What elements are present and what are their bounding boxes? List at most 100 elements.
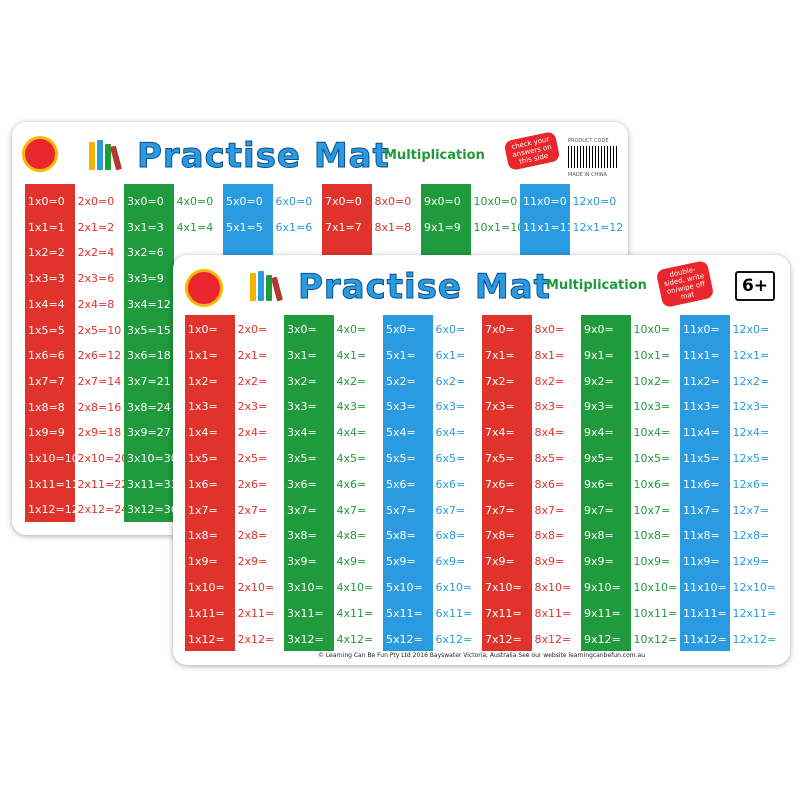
equation: 7x1=7 [325,220,362,234]
equation: 2x1=2 [77,220,115,234]
equation: 10x3= [633,400,671,414]
equation: 9x9= [584,555,614,569]
equation: 10x6= [633,477,671,491]
equation: 1x5=5 [28,323,65,337]
equation: 6x12= [435,632,473,646]
equation: 6x7= [435,503,466,517]
equation: 1x3= [188,400,218,414]
equation: 5x0=0 [226,195,263,208]
equation: 7x9= [485,555,515,569]
equation: 1x6= [188,477,218,491]
equation: 2x4=8 [77,297,115,311]
equation: 11x0=0 [523,195,567,208]
books [248,269,288,303]
equation: 2x3= [237,400,268,414]
equation: 11x2= [683,374,720,388]
equation: 10x2= [633,374,671,388]
equation: 4x1=4 [176,220,214,234]
equation: 3x5=15 [127,323,171,337]
badge: double-sided, write on/wipe off mat [655,260,715,308]
equation: 1x7= [188,503,218,517]
equation: 12x3= [732,400,770,414]
equation: 1x0= [188,323,218,336]
equation: 4x3= [336,400,367,414]
subtitle: Multiplication [384,148,485,163]
equation: 5x5= [386,452,416,465]
badge: check your answers on this side [503,130,561,172]
equation: 3x11= [287,606,324,620]
equation: 9x10= [584,581,621,594]
equation: 2x10=20 [77,452,129,465]
column-band [581,315,631,651]
equation: 2x9=18 [77,426,122,440]
equation: 8x7= [534,503,565,517]
equation: 7x6= [485,477,515,491]
equation: 6x3= [435,400,466,414]
equation: 3x8=24 [127,400,171,414]
equation: 2x0=0 [77,195,115,208]
equation: 10x1= [633,348,671,362]
equation: 3x10=30 [127,452,178,465]
equation: 5x11= [386,606,423,620]
equation: 2x12=24 [77,503,129,517]
equation: 1x10= [188,581,225,594]
equation: 6x1=6 [275,220,313,234]
equation: 3x7= [287,503,317,517]
equation: 9x0= [584,323,614,336]
equation: 3x9= [287,555,317,569]
equation: 9x12= [584,632,621,646]
column-band [185,315,235,651]
equation: 2x11=22 [77,477,129,491]
equation: 1x11=11 [28,477,79,491]
equation: 8x9= [534,555,565,569]
equation: 1x4=4 [28,297,65,311]
equation: 11x1=11 [523,220,574,234]
equation: 7x2= [485,374,515,388]
equation: 7x1= [485,348,515,362]
equation: 11x5= [683,452,720,465]
equation: 12x6= [732,477,770,491]
equation: 3x4=12 [127,297,171,311]
equation: 1x1=1 [28,220,65,234]
column-band [680,315,730,651]
equation: 9x0=0 [424,195,461,208]
equation: 12x5= [732,452,770,465]
equation: 1x7=7 [28,374,65,388]
equation: 12x4= [732,426,770,440]
logo [22,136,58,172]
equation: 1x9=9 [28,426,65,440]
equation: 9x2= [584,374,614,388]
equation: 3x0=0 [127,195,164,208]
equation: 10x10= [633,581,678,594]
equation: 10x8= [633,529,671,543]
equation: 2x8=16 [77,400,122,414]
equation: 7x7= [485,503,515,517]
equation: 4x11= [336,606,374,620]
equation: 2x3=6 [77,272,115,286]
equation: 9x6= [584,477,614,491]
equation: 5x10= [386,581,423,594]
equation: 6x11= [435,606,473,620]
equation: 11x1= [683,348,720,362]
equation: 1x1= [188,348,218,362]
equation: 2x7= [237,503,268,517]
equation: 2x5= [237,452,268,465]
equation: 2x6=12 [77,349,122,363]
equation: 3x3=9 [127,272,164,286]
equation: 2x0= [237,323,268,336]
equation: 12x12= [732,632,777,646]
equation: 2x2=4 [77,246,115,260]
equation: 10x5= [633,452,671,465]
equation: 4x8= [336,529,367,543]
equation: 2x11= [237,606,275,620]
equation: 12x8= [732,529,770,543]
equation: 3x2=6 [127,246,164,260]
column-band [284,315,334,651]
equation: 3x1=3 [127,220,164,234]
equation: 11x4= [683,426,720,440]
equation: 3x12= [287,632,324,646]
equation: 11x6= [683,477,720,491]
equation: 8x11= [534,606,572,620]
equation: 7x0= [485,323,515,336]
equation: 3x9=27 [127,426,171,440]
